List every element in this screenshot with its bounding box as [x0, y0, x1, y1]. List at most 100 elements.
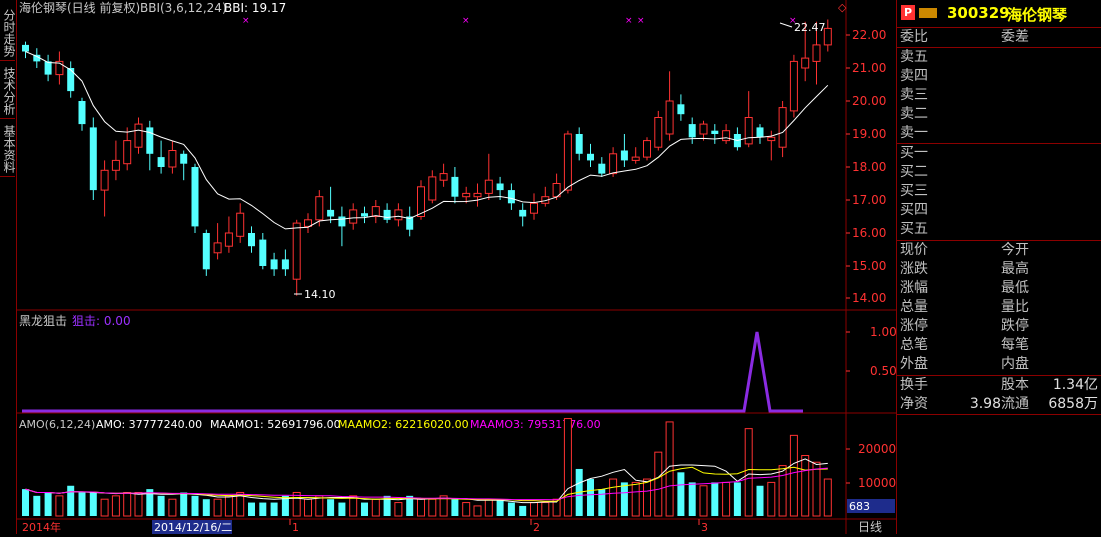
volume-bar: [236, 491, 245, 517]
volume-bar: [462, 502, 471, 517]
candle-body: [767, 136, 776, 142]
volume-bar: [473, 505, 482, 517]
sub2-y-tick: 20000: [858, 442, 896, 456]
candle-body: [563, 133, 572, 191]
maamo3-line: [25, 467, 828, 501]
volume-bar: [530, 502, 538, 517]
candle-body: [507, 190, 515, 204]
main-chart-title: 海伦钢琴(日线 前复权): [19, 0, 140, 15]
volume-bar: [665, 421, 674, 517]
volume-bar: [519, 505, 527, 516]
candle-body: [711, 130, 719, 134]
candle-body: [292, 222, 301, 280]
volume-bar: [248, 502, 255, 516]
buy-row[interactable]: 买五: [897, 220, 1101, 239]
candle-body: [236, 212, 245, 237]
stock-badge: P: [901, 5, 915, 20]
candle-body: [281, 259, 289, 270]
buy-row[interactable]: 买二: [897, 163, 1101, 182]
sub1-y-tick: 1.00: [870, 325, 896, 339]
candle-body: [823, 27, 832, 46]
period-button[interactable]: 日线: [858, 520, 882, 534]
candle-body: [168, 150, 177, 168]
netasset-row: 净资 3.98 流通 6858万: [897, 395, 1101, 414]
stat-label: 现价: [900, 242, 928, 258]
volume-bar: [439, 495, 448, 517]
sell-row[interactable]: 卖三: [897, 86, 1101, 105]
stat-row: 涨跌 最高: [897, 260, 1101, 279]
buy-row[interactable]: 买三: [897, 182, 1101, 201]
volume-unit-text: 683: [849, 500, 870, 513]
candle-body: [417, 186, 425, 218]
buy-row[interactable]: 买四: [897, 201, 1101, 220]
candle-body: [530, 202, 538, 214]
volume-bar: [417, 498, 425, 517]
volume-bar: [292, 491, 301, 517]
sell-label: 卖四: [900, 68, 928, 84]
volume-bar: [507, 502, 515, 516]
stat-label: 涨停: [900, 318, 928, 334]
x-label-year: 2014年: [22, 520, 61, 534]
tab-intraday[interactable]: 分时走势: [0, 6, 16, 61]
y-tick: 22.00: [852, 28, 886, 42]
stock-name: 海伦钢琴: [1007, 6, 1068, 24]
candle-body: [270, 259, 278, 270]
sell-row[interactable]: 卖五: [897, 48, 1101, 67]
candle-body: [315, 196, 324, 221]
volume-bar: [699, 485, 708, 517]
candle-body: [146, 127, 154, 154]
volume-bar: [654, 451, 663, 517]
volume-bar: [563, 418, 572, 517]
candle-body: [327, 209, 335, 217]
buy-row[interactable]: 买一: [897, 144, 1101, 163]
candle-body: [338, 216, 346, 227]
y-tick: 15.00: [852, 259, 886, 273]
volume-bar: [688, 482, 696, 516]
y-tick: 18.00: [852, 160, 886, 174]
volume-bar: [484, 498, 493, 517]
candle-body: [191, 167, 199, 227]
tab-fundamentals[interactable]: 基本资料: [0, 122, 16, 177]
candle-body: [598, 163, 606, 174]
weibi-row: 委比 委差: [897, 28, 1101, 47]
candle-body: [473, 192, 482, 198]
candle-body: [78, 101, 86, 125]
candle-body: [361, 213, 368, 217]
volume-bar: [146, 489, 154, 516]
candle-body: [123, 140, 132, 165]
candle-body: [394, 209, 403, 221]
sub1-value-label: 狙击: 0.00: [72, 314, 131, 328]
volume-bar: [394, 502, 403, 517]
candle-body: [67, 68, 75, 92]
volume-bar: [304, 498, 312, 517]
main-y-axis: 22.00 21.00 20.00 19.00 18.00 17.00 16.0…: [852, 28, 886, 305]
volume-bar: [767, 481, 776, 517]
candle-body: [722, 130, 731, 142]
stat-label: 跌停: [1001, 318, 1029, 334]
sub1-title: 黑龙狙击: [19, 314, 67, 328]
marker-x-icon: ×: [789, 16, 797, 26]
candle-body: [89, 127, 97, 191]
volume-bar: [371, 498, 380, 517]
candle-body: [259, 239, 267, 266]
volume-bar: [643, 478, 651, 517]
volume-bar: [812, 461, 821, 517]
sell-label: 卖三: [900, 87, 928, 103]
volume-bar: [224, 495, 233, 517]
chart-area[interactable]: 海伦钢琴(日线 前复权) BBI(3,6,12,24) BBI: 19.17 ◇…: [16, 0, 897, 534]
marker-x-icon: ×: [242, 16, 250, 26]
volume-bar: [315, 495, 324, 517]
volume-bar: [451, 499, 459, 516]
volume-bar: [677, 472, 685, 516]
tab-technical[interactable]: 技术分析: [0, 64, 16, 119]
sell-row[interactable]: 卖二: [897, 105, 1101, 124]
volume-bar: [281, 495, 289, 516]
volume-bar: [406, 495, 414, 516]
volume-bar: [744, 428, 753, 517]
sell-row[interactable]: 卖一: [897, 124, 1101, 143]
buy-label: 买四: [900, 202, 928, 218]
volume-bar: [620, 482, 628, 516]
marker-x-icon: ×: [637, 16, 645, 26]
volume-unit-box: [847, 499, 895, 513]
sell-row[interactable]: 卖四: [897, 67, 1101, 86]
